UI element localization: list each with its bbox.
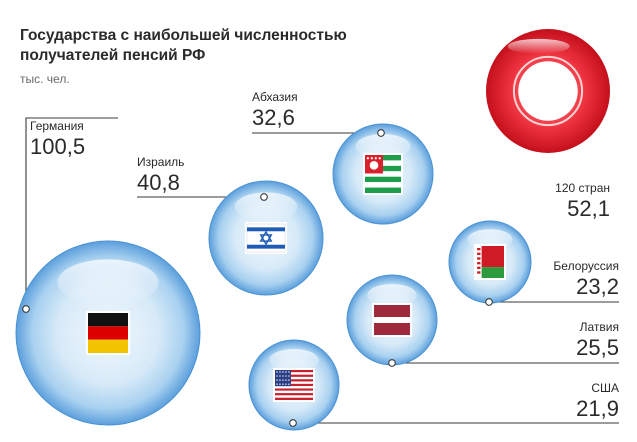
- bubble-shine: [355, 134, 411, 159]
- chart-subtitle: тыс. чел.: [20, 72, 70, 86]
- leader-dot: [289, 419, 297, 427]
- value-label: 100,5: [30, 134, 85, 159]
- country-label: Латвия: [580, 320, 619, 334]
- leader-dot: [485, 298, 493, 306]
- bubble-inner-ring: [512, 55, 584, 127]
- latvia-flag: [372, 303, 412, 337]
- leader-dot: [22, 305, 30, 313]
- bubbles-layer: [15, 29, 610, 431]
- bubble-shine: [57, 259, 159, 306]
- bubble-белоруссия: [448, 220, 532, 304]
- leader-line: [25, 117, 118, 309]
- bubble-inner-circle: [518, 61, 578, 121]
- value-label: 21,9: [576, 396, 619, 421]
- bubble-shine: [234, 192, 298, 221]
- country-label: 120 стран: [555, 181, 610, 195]
- leader-dot: [260, 193, 268, 201]
- country-label: Германия: [30, 119, 84, 133]
- bubble-латвия: [346, 274, 438, 366]
- country-label: Белоруссия: [553, 259, 619, 273]
- abkhazia-flag: [363, 153, 403, 195]
- belarus-flag: [474, 244, 506, 280]
- bubble-израиль: [208, 180, 324, 296]
- germany-flag: [86, 311, 130, 355]
- leader-dot: [377, 129, 385, 137]
- value-label: 32,6: [252, 105, 295, 130]
- chart-title: Государства с наибольшей численностью по…: [20, 27, 347, 64]
- leader-dot: [388, 359, 396, 367]
- bubble-shine: [507, 38, 570, 54]
- bubble-shine: [269, 349, 319, 372]
- usa-flag: [273, 368, 315, 402]
- value-label: 40,8: [137, 170, 180, 195]
- country-label: Абхазия: [252, 90, 298, 104]
- country-label: Израиль: [137, 155, 184, 169]
- value-label: 25,5: [576, 335, 619, 360]
- bubble-сша: [248, 339, 340, 431]
- bubble-shine: [367, 284, 417, 307]
- bubble-абхазия: [332, 123, 434, 225]
- value-label: 52,1: [567, 196, 610, 221]
- value-label: 23,2: [576, 274, 619, 299]
- bubble-120-стран: [486, 29, 610, 153]
- bubble-германия: [15, 240, 201, 426]
- israel-flag: [245, 222, 287, 254]
- country-label: США: [591, 381, 619, 395]
